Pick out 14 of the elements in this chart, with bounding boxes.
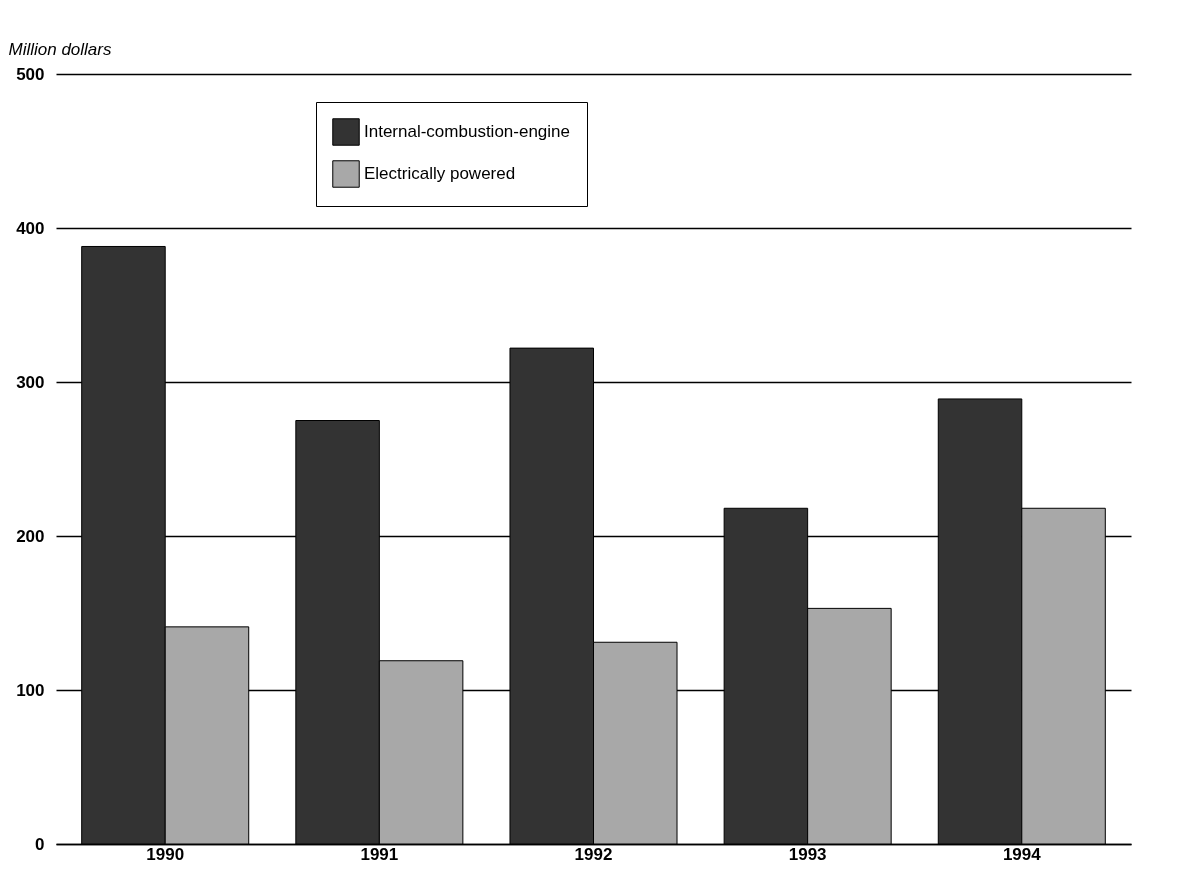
y-tick-label: 100 [16, 680, 45, 700]
x-tick-label: 1994 [1002, 844, 1042, 864]
y-tick-label: 400 [16, 218, 45, 238]
x-tick-label: 1991 [360, 844, 399, 864]
y-tick-label: 0 [35, 834, 45, 854]
y-tick-label: 200 [16, 526, 45, 546]
legend-label: Internal-combustion-engine [364, 122, 571, 141]
y-tick-label: 500 [16, 64, 45, 84]
y-tick-label: 300 [16, 372, 45, 392]
x-tick-label: 1992 [574, 844, 613, 864]
legend-label: Electrically powered [364, 164, 516, 183]
x-tick-label: 1990 [146, 844, 185, 864]
y-axis-title: Million dollars [8, 39, 112, 59]
x-tick-label: 1993 [788, 844, 827, 864]
